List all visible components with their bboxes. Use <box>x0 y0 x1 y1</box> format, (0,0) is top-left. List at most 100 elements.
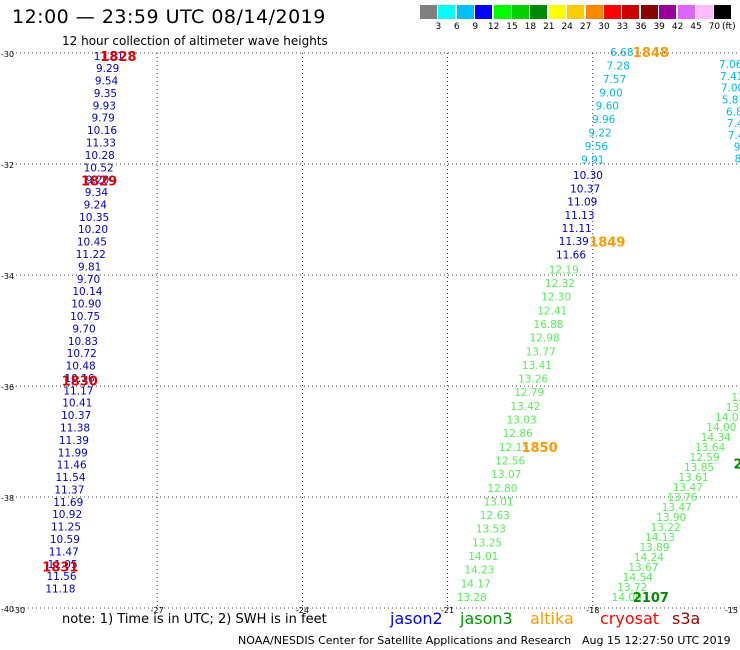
y-tick-label: -30 <box>1 50 14 59</box>
swh-data-label: 12.86 <box>503 428 533 440</box>
legend-swatch <box>622 5 640 19</box>
legend-label: 30 <box>598 22 610 32</box>
legend-label: 33 <box>616 22 629 32</box>
legend-swatch <box>677 5 695 19</box>
swh-data-label: 9.54 <box>95 76 119 88</box>
swh-data-label: 11.17 <box>63 385 93 397</box>
legend-swatch <box>659 5 677 19</box>
swh-data-label: 13 <box>726 402 739 414</box>
legend-swatch <box>548 5 566 19</box>
legend-swatch <box>585 5 603 19</box>
x-tick-label: -30 <box>12 606 25 615</box>
swh-data-label: 13.61 <box>678 472 708 484</box>
page-title: 12:00 — 23:59 UTC 08/14/2019 <box>12 6 326 28</box>
swh-data-label: 9.56 <box>585 141 609 153</box>
swh-data-label: 9.79 <box>91 113 114 125</box>
legend-label: 45 <box>690 22 702 32</box>
swh-data-label: 13.07 <box>491 469 521 481</box>
satellite-cryosat: cryosat <box>600 609 660 628</box>
footer-timestamp: Aug 15 12:27:50 UTC 2019 <box>582 634 731 647</box>
legend-label: 9 <box>472 22 479 32</box>
swh-data-label: 12.41 <box>537 305 567 317</box>
swh-data-label: 7.41 <box>720 71 740 83</box>
swh-data-label: 14.17 <box>461 578 491 590</box>
swh-data-label: 9.24 <box>84 199 108 211</box>
note-text: note: 1) Time is in UTC; 2) SWH is in fe… <box>62 612 327 627</box>
swh-data-label: 9.35 <box>94 88 117 100</box>
legend-swatch <box>530 5 548 19</box>
x-tick-label: -27 <box>151 606 164 615</box>
swh-data-label: 11.66 <box>556 249 586 261</box>
swh-data-label: 13.67 <box>628 562 658 574</box>
legend-swatch <box>438 5 456 19</box>
swh-data-label: 13.42 <box>510 401 540 413</box>
swh-data-label: 10.75 <box>70 311 100 323</box>
swh-data-label: 14.0 <box>715 412 738 424</box>
swh-data-label: 13.22 <box>651 522 681 534</box>
swh-data-label: 9.93 <box>93 100 116 112</box>
pass-time-label: 1849 <box>589 236 625 251</box>
swh-data-label: 13.03 <box>507 415 537 427</box>
swh-data-label: 9.81 <box>78 261 101 273</box>
swh-data-label: 14.23 <box>464 565 494 577</box>
swh-data-label: 13.53 <box>476 524 506 536</box>
pass-time-label: 1850 <box>521 441 557 456</box>
swh-data-label: 11.39 <box>559 236 589 248</box>
swh-data-label: 7.06 <box>719 59 740 71</box>
y-tick-label: -34 <box>1 272 14 281</box>
legend-label: 24 <box>561 22 573 32</box>
legend-swatch <box>493 5 511 19</box>
swh-data-label: 9.70 <box>72 323 95 335</box>
swh-data-label: 10.48 <box>66 361 96 373</box>
swh-data-label: 9.29 <box>96 63 119 75</box>
pass-time-label: 1829 <box>81 175 117 190</box>
swh-data-label: 9.91 <box>581 155 604 167</box>
swh-data-label: 8 <box>735 153 740 165</box>
y-tick-label: -36 <box>1 383 14 392</box>
pass-time-label: 1828 <box>100 50 136 65</box>
swh-data-label: 9 <box>734 142 740 154</box>
satellite-altika: altika <box>530 609 574 628</box>
swh-data-label: 10.59 <box>50 534 80 546</box>
legend-swatch <box>696 5 713 19</box>
swh-data-label: 14.01 <box>468 551 498 563</box>
x-tick-label: -18 <box>586 606 599 615</box>
swh-data-label: 10.83 <box>68 336 98 348</box>
swh-data-label: 11.09 <box>567 197 597 209</box>
legend-swatch <box>456 5 474 19</box>
swh-data-label: 10.35 <box>79 212 109 224</box>
swh-data-label: 11.25 <box>51 522 81 534</box>
legend-label: 15 <box>506 22 518 32</box>
swh-data-label: 13.41 <box>522 360 552 372</box>
swh-data-label: 11.37 <box>54 484 84 496</box>
swh-data-label: 10.90 <box>71 299 101 311</box>
swh-data-label: 9.70 <box>77 274 100 286</box>
swh-data-label: 10.20 <box>78 224 108 236</box>
swh-data-label: 11.46 <box>57 460 87 472</box>
swh-data-label: 11.51 <box>94 51 124 63</box>
swh-data-label: 11.05 <box>48 559 78 571</box>
y-tick-label: -32 <box>1 161 14 170</box>
swh-data-label: 13 <box>731 392 740 404</box>
swh-data-label: 11.56 <box>46 571 76 583</box>
swh-data-label: 13.72 <box>617 582 647 594</box>
legend-label: 36 <box>635 22 647 32</box>
legend-label: 21 <box>543 22 555 32</box>
swh-data-label: 6.68 <box>610 47 633 59</box>
swh-data-label: 9.60 <box>596 101 619 113</box>
swh-data-label: 14.00 <box>612 592 642 604</box>
swh-data-label: 12.30 <box>541 292 571 304</box>
legend-swatch <box>420 5 437 19</box>
footer-source: NOAA/NESDIS Center for Satellite Applica… <box>238 634 572 647</box>
swh-data-label: 11.54 <box>55 472 85 484</box>
swh-data-label: 12.19 <box>549 264 579 276</box>
swh-data-label: 7.57 <box>603 74 626 86</box>
legend-label: 6 <box>453 22 460 32</box>
swh-data-label: 13.25 <box>472 537 502 549</box>
swh-data-label: 10.14 <box>72 286 102 298</box>
pass-time-label: 2107 <box>633 591 669 606</box>
swh-data-label: 13.47 <box>662 502 692 514</box>
swh-data-label: 11.33 <box>86 138 116 150</box>
swh-data-label: 10.72 <box>67 348 97 360</box>
swh-data-label: 11.99 <box>58 447 88 459</box>
